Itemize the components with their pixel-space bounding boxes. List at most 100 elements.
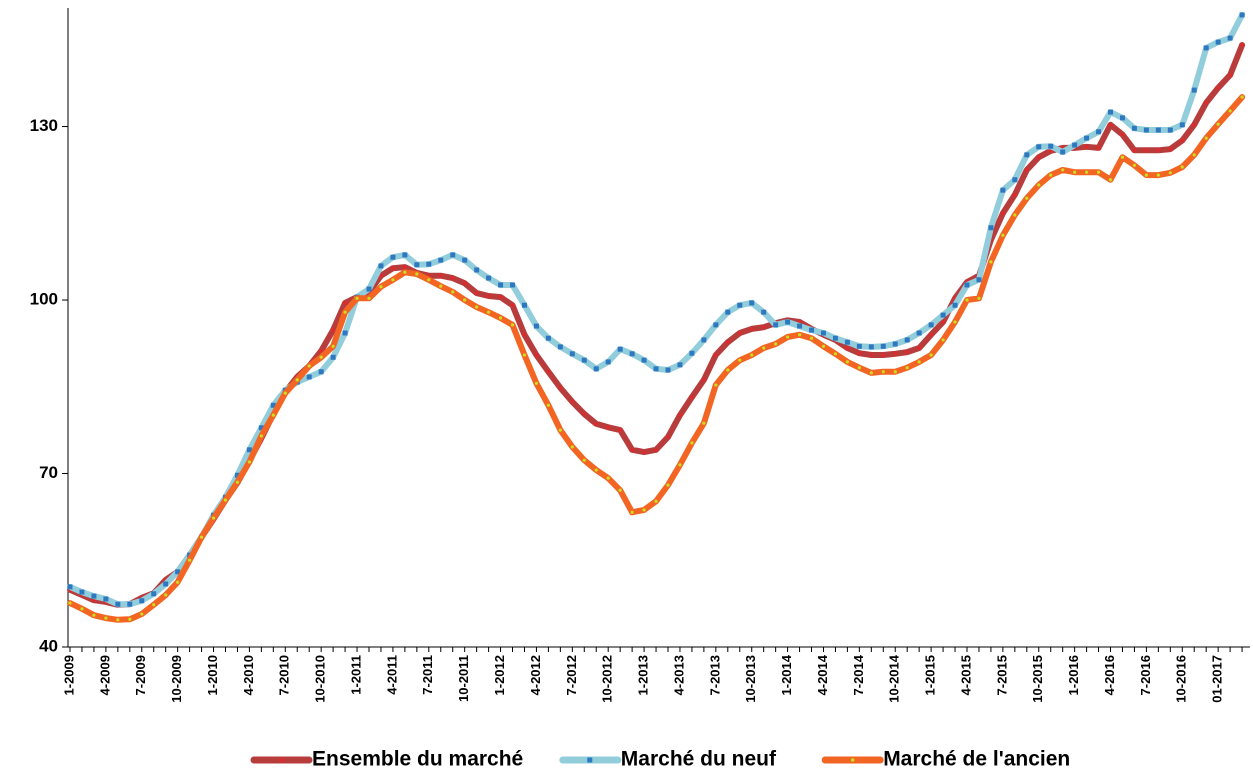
series-marker — [319, 355, 323, 359]
series-marker — [797, 333, 802, 337]
series-marker — [893, 352, 897, 356]
series-line — [67, 11, 1246, 608]
series-marker — [1143, 127, 1149, 133]
series-marker — [749, 300, 755, 306]
series-marker — [115, 601, 121, 607]
series-marker — [965, 298, 969, 302]
series-marker — [1180, 138, 1184, 143]
series-marker — [1061, 168, 1065, 172]
x-tick-label: 4-2014 — [815, 654, 830, 695]
legend-label: Marché de l'ancien — [883, 748, 1070, 771]
series-marker — [1168, 171, 1172, 175]
series-marker — [80, 607, 84, 611]
x-tick-label: 7-2010 — [277, 655, 292, 695]
series-marker — [223, 498, 228, 502]
series-marker — [629, 351, 635, 357]
series-marker — [295, 378, 299, 382]
series-marker — [522, 333, 527, 337]
series-marker — [1120, 155, 1125, 159]
series-marker — [1025, 196, 1029, 200]
series-marker — [318, 369, 324, 375]
series-marker — [176, 580, 180, 584]
series-marker — [642, 508, 646, 512]
series-marker — [762, 325, 766, 329]
x-tick-label: 10-2010 — [313, 655, 328, 703]
series-marker — [750, 327, 754, 331]
series-marker — [845, 346, 850, 350]
series-marker — [152, 603, 156, 607]
x-tick-label: 4-2015 — [958, 655, 973, 695]
series-marker — [67, 584, 73, 590]
series-marker — [1119, 115, 1125, 121]
series-marker — [1049, 173, 1053, 177]
series-marker — [868, 344, 874, 350]
series-marker — [486, 275, 492, 281]
x-tick-label: 1-2010 — [205, 655, 220, 695]
x-tick-label: 4-2009 — [97, 655, 112, 695]
series-marker — [379, 285, 383, 289]
series-marker — [1215, 39, 1221, 45]
series-marker — [702, 421, 706, 425]
series-marker — [1192, 153, 1196, 157]
series-marker — [1191, 87, 1197, 93]
series-marker — [928, 322, 934, 328]
series-marker — [330, 354, 336, 360]
series-marker — [1203, 45, 1209, 51]
series-marker — [1012, 177, 1018, 183]
series-marker — [594, 468, 598, 472]
series-marker — [618, 428, 622, 432]
series-marker — [594, 422, 598, 426]
series-marker — [833, 352, 838, 356]
y-tick-label: 100 — [30, 290, 58, 309]
series-marker — [91, 593, 97, 599]
series-marker — [714, 353, 718, 357]
series-marker — [199, 535, 204, 539]
x-tick-label: 7-2016 — [1138, 655, 1153, 695]
x-tick-label: 7-2012 — [564, 655, 579, 695]
series-marker — [929, 353, 933, 357]
series-marker — [570, 400, 574, 404]
series-marker — [68, 601, 72, 605]
series-marker — [1144, 173, 1148, 177]
series-marker — [558, 428, 562, 432]
series-marker — [904, 337, 910, 343]
series-marker — [941, 338, 945, 342]
series-marker — [701, 337, 707, 343]
series-marker — [666, 483, 670, 487]
series-marker — [450, 252, 456, 258]
series-marker — [1240, 43, 1244, 47]
series-marker — [1060, 149, 1066, 155]
series-marker — [582, 458, 586, 462]
series-marker — [690, 441, 694, 445]
series-line — [67, 94, 1246, 623]
series-marker — [188, 558, 192, 562]
series-marker — [1228, 109, 1232, 113]
series-marker — [726, 340, 730, 344]
series-marker — [1108, 123, 1113, 127]
series-marker — [1204, 136, 1208, 140]
series-marker — [487, 310, 491, 314]
series-marker — [1084, 135, 1090, 141]
series-marker — [546, 370, 551, 374]
series-marker — [750, 353, 754, 357]
x-tick-label: 7-2011 — [420, 655, 435, 695]
series-marker — [690, 395, 694, 399]
series-marker — [856, 343, 862, 349]
series-marker — [1072, 142, 1078, 148]
x-tick-label: 4-2016 — [1102, 655, 1117, 695]
series-marker — [653, 366, 659, 372]
x-tick-label: 10-2012 — [600, 655, 615, 703]
series-marker — [857, 366, 861, 370]
series-marker — [343, 310, 347, 314]
legend-label: Ensemble du marché — [312, 748, 523, 771]
series-marker — [164, 593, 168, 597]
series-marker — [1000, 187, 1006, 193]
series-marker — [271, 413, 275, 417]
x-tick-label: 1-2015 — [923, 655, 938, 695]
series-marker — [139, 598, 145, 604]
series-marker — [558, 386, 562, 390]
series-marker — [1144, 148, 1148, 152]
series-marker — [809, 336, 814, 340]
series-marker — [211, 516, 216, 520]
series-marker — [1085, 170, 1089, 174]
